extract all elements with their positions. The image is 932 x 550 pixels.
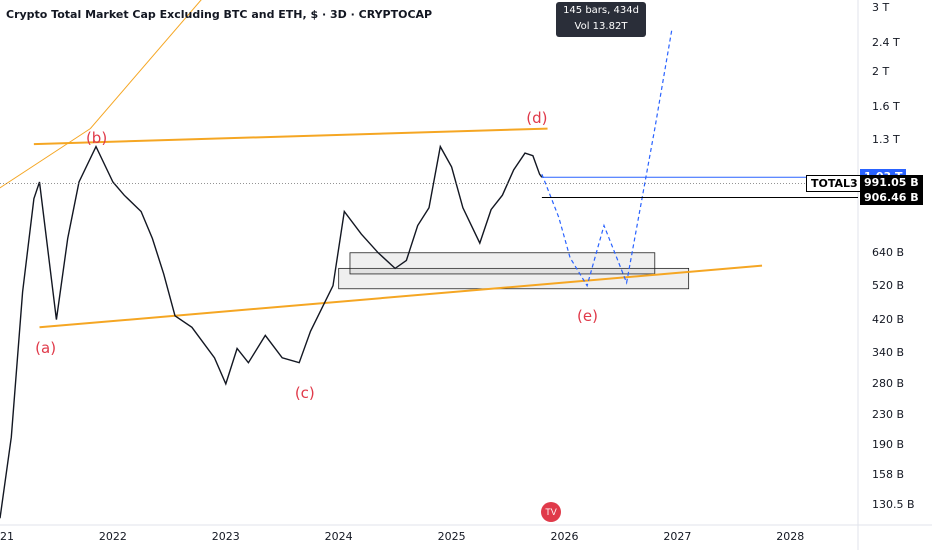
x-tick-label: 2027 [663,530,692,543]
wave-label: (b) [85,128,108,147]
wave-label: (a) [35,339,57,358]
x-tick-label: 2022 [98,530,127,543]
x-tick-label: 2026 [550,530,579,543]
x-tick-label: 2023 [211,530,240,543]
x-tick-label: 2024 [324,530,353,543]
trendline-3 [89,0,202,129]
tradingview-logo-icon[interactable]: TV [541,502,561,522]
y-tick-label: 640 B [872,245,905,259]
y-tick-label: 130.5 B [872,497,915,511]
y-tick-label: 190 B [872,438,905,452]
wave-label: (c) [294,383,315,402]
x-tick-label: 2028 [776,530,805,543]
y-tick-label: 158 B [872,467,905,481]
price-badge: 991.05 B [860,175,923,191]
price-badge: TOTAL3 [806,175,863,193]
y-tick-label: 1.6 T [872,100,900,114]
price-badge: 906.46 B [860,189,923,205]
support-zone-1 [349,252,656,275]
support-zone-0 [338,267,690,290]
measure-bars: 145 bars, 434d [563,5,639,16]
trendline-2 [0,128,91,189]
x-tick-label: 2025 [437,530,466,543]
trendline-1 [39,264,763,329]
y-tick-label: 340 B [872,346,905,360]
y-tick-label: 2.4 T [872,36,900,50]
price-series [0,144,543,519]
trendline-0 [33,127,548,146]
measure-volume: Vol 13.82T [574,21,628,32]
wave-label: (e) [577,306,598,325]
y-tick-label: 1.3 T [872,133,900,147]
y-tick-label: 420 B [872,312,905,326]
chart-title: Crypto Total Market Cap Excluding BTC an… [6,8,433,21]
y-tick-label: 280 B [872,376,905,390]
y-tick-label: 2 T [872,65,890,79]
y-tick-label: 230 B [872,408,905,422]
y-tick-label: 3 T [872,0,890,14]
x-tick-label: 2021 [0,530,14,543]
y-tick-label: 520 B [872,278,905,292]
wave-label: (d) [526,108,548,127]
measure-tooltip: 145 bars, 434d Vol 13.82T [556,2,646,37]
projection-path [541,30,673,288]
